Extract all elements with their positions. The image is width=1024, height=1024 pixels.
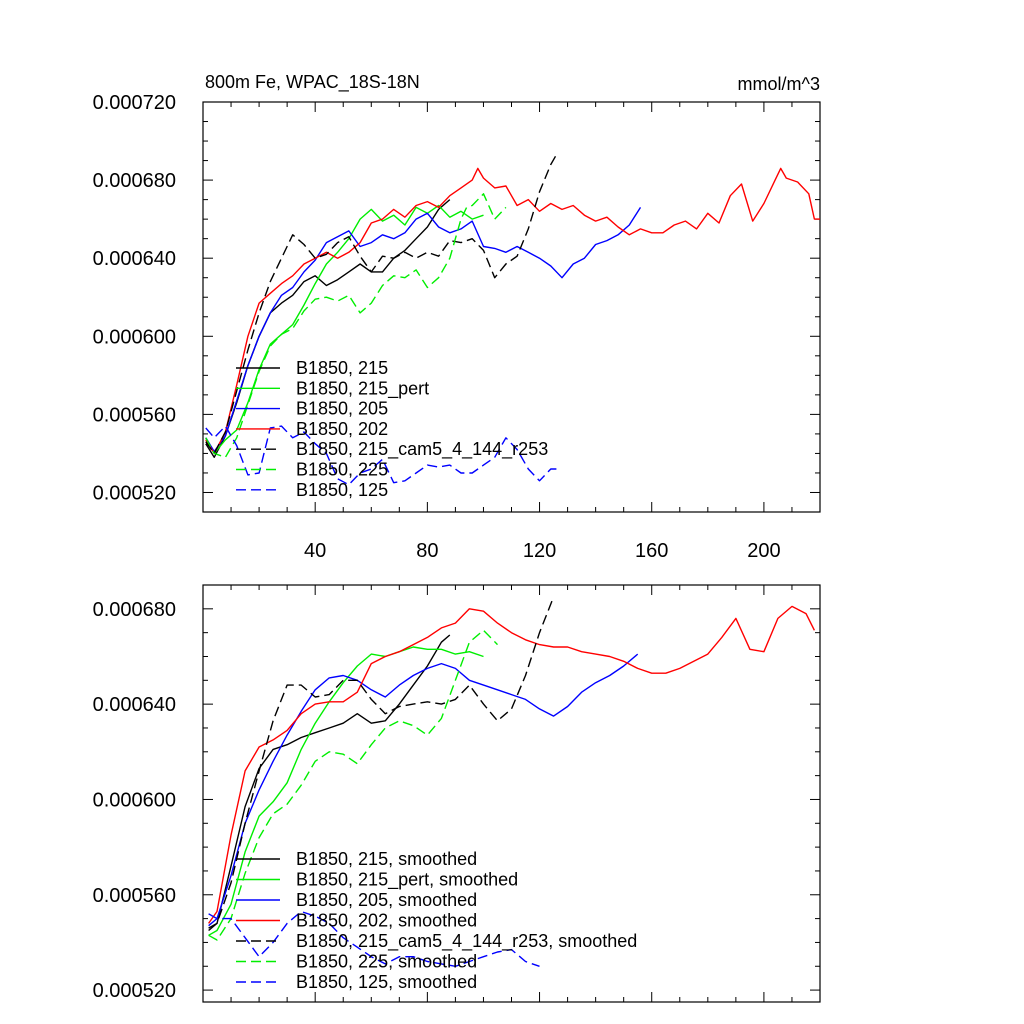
bottom-legend-label-6: B1850, 225, smoothed: [296, 952, 477, 972]
bottom-legend-label-1: B1850, 215, smoothed: [296, 849, 477, 869]
bottom-series-line-1: [208, 634, 451, 932]
bottom-legend-label-3: B1850, 205, smoothed: [296, 890, 477, 910]
bottom-panel: 0.000680 0.000640 0.000600 0.000560 0.000520…: [93, 584, 821, 1003]
bottom-legend-label-2: B1850, 215_pert, smoothed: [296, 870, 518, 891]
bottom-series-layer: [208, 596, 816, 967]
top-x-tick-label: 80: [416, 540, 438, 562]
top-x-tick-labels: 40 80 120 160 200: [304, 540, 781, 562]
bottom-series-line-3: [208, 653, 639, 927]
top-legend-label-4: B1850, 202: [296, 419, 388, 439]
top-chart-title: 800m Fe, WPAC_18S-18N: [205, 72, 420, 93]
bottom-y-tick-label: 0.000520: [93, 980, 176, 1002]
bottom-series-line-6: [208, 629, 499, 941]
bottom-legend-label-5: B1850, 215_cam5_4_144_r253, smoothed: [296, 931, 637, 952]
bottom-y-tick-label: 0.000600: [93, 789, 176, 811]
bottom-series-line-7: [208, 910, 540, 967]
top-y-tick-labels: 0.000720 0.000680 0.000640 0.000600 0.000560…: [93, 92, 176, 504]
top-legend-label-2: B1850, 215_pert: [296, 378, 429, 399]
top-legend-label-1: B1850, 215: [296, 358, 388, 378]
top-series-line-3: [205, 207, 642, 453]
top-legend-label-7: B1850, 125: [296, 480, 388, 500]
top-y-tick-label: 0.000520: [93, 482, 176, 504]
bottom-series-line-4: [208, 605, 816, 924]
top-series-line-6: [205, 193, 507, 458]
bottom-series-line-5: [208, 596, 555, 929]
top-y-tick-label: 0.000640: [93, 248, 176, 270]
top-y-tick-label: 0.000600: [93, 326, 176, 348]
bottom-legend-label-7: B1850, 125, smoothed: [296, 972, 477, 992]
top-chart-units: mmol/m^3: [738, 74, 820, 94]
bottom-y-tick-labels: 0.000680 0.000640 0.000600 0.000560 0.000520: [93, 599, 176, 1002]
bottom-y-tick-label: 0.000640: [93, 694, 176, 716]
top-x-tick-label: 120: [523, 540, 556, 562]
top-series-layer: [205, 154, 820, 486]
top-y-tick-label: 0.000720: [93, 92, 176, 114]
top-y-tick-label: 0.000560: [93, 404, 176, 426]
top-y-tick-label: 0.000680: [93, 170, 176, 192]
bottom-legend-label-4: B1850, 202, smoothed: [296, 911, 477, 931]
top-panel: 800m Fe, WPAC_18S-18N mmol/m^3 0.0007200…: [93, 72, 821, 562]
bottom-ticks: [203, 584, 820, 1002]
top-x-tick-label: 200: [747, 540, 780, 562]
top-x-tick-label: 40: [304, 540, 326, 562]
top-series-line-7: [205, 425, 557, 486]
top-x-tick-label: 160: [635, 540, 668, 562]
top-legend-label-6: B1850, 225: [296, 460, 388, 480]
top-series-line-4: [205, 167, 820, 455]
top-series-line-5: [205, 154, 558, 455]
bottom-y-tick-label: 0.000680: [93, 599, 176, 621]
top-legend-label-3: B1850, 205: [296, 399, 388, 419]
top-legend-label-5: B1850, 215_cam5_4_144_r253: [296, 439, 548, 460]
bottom-y-tick-label: 0.000560: [93, 885, 176, 907]
bottom-series-line-2: [208, 646, 484, 936]
